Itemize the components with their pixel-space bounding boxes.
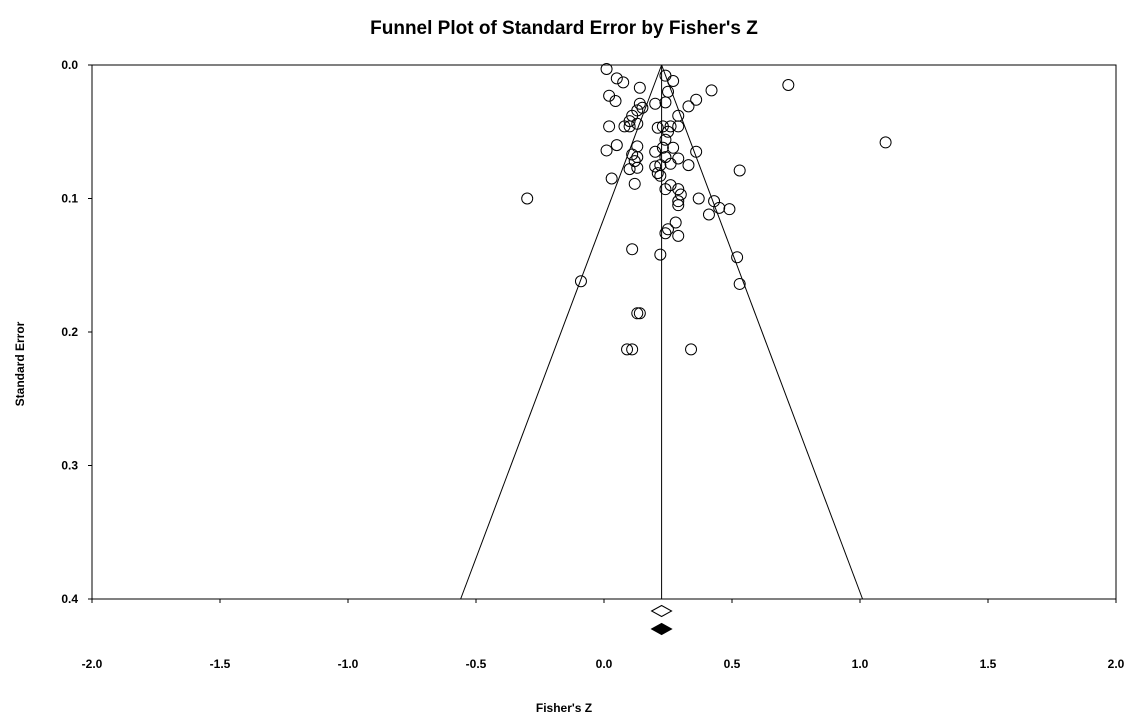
study-point [649,145,662,158]
study-point [623,163,636,176]
study-point [667,141,680,154]
study-point [662,125,674,138]
x-tick-label: 1.5 [980,657,997,671]
study-point [672,152,685,165]
study-point [667,75,680,88]
summary-diamond-filled [650,622,673,636]
study-point [633,307,646,320]
chart-title: Funnel Plot of Standard Error by Fisher'… [370,18,758,39]
study-point [631,140,644,153]
study-point [610,72,623,85]
study-point [651,121,664,134]
study-point [879,136,892,149]
y-tick-label: 0.2 [61,325,78,339]
study-point [631,307,644,320]
summary-diamond-open [650,604,673,618]
study-point [656,141,669,154]
study-point [705,84,718,97]
study-point [659,133,672,146]
x-axis-ticks: -2.0 -1.5 -1.0 -0.5 0.0 0.5 1.0 1.5 2.0 [82,599,1125,671]
study-point [672,195,685,208]
study-point [651,167,664,180]
x-axis-label: Fisher's Z [535,701,593,715]
study-points [521,63,892,356]
study-point [649,97,662,110]
funnel-lines [460,64,864,600]
study-point [649,160,662,173]
study-point [664,120,677,133]
study-point [723,203,736,216]
study-point [659,96,672,109]
study-point [731,251,744,264]
y-axis-ticks: 0.0 0.1 0.2 0.3 0.4 [61,58,92,606]
study-point [685,343,698,356]
study-point [628,177,641,190]
study-point [682,100,695,113]
study-point [659,183,672,196]
funnel-left-limit-line [460,64,663,600]
study-point [521,192,534,205]
x-tick-label: -1.5 [210,657,231,671]
study-point [621,343,634,356]
y-tick-label: 0.0 [61,58,78,72]
x-tick-label: 2.0 [1108,657,1125,671]
study-point [733,164,746,177]
funnel-right-limit-line [661,64,864,600]
study-point [672,199,685,212]
study-point [600,63,613,76]
study-point [610,139,623,152]
x-tick-label: 0.5 [724,657,741,671]
study-point [692,192,705,205]
study-point [664,157,677,170]
study-point [654,248,667,261]
study-point [633,97,646,110]
study-point [682,159,695,172]
study-point [574,275,587,288]
summary-diamonds [650,604,673,636]
study-point [672,229,685,242]
y-tick-label: 0.4 [61,592,78,606]
study-point [672,109,685,122]
study-point [623,120,636,133]
x-tick-label: 1.0 [852,657,869,671]
study-point [631,117,644,130]
study-point [633,81,646,94]
y-tick-label: 0.1 [61,192,78,206]
study-point [690,93,703,106]
x-tick-label: -0.5 [466,657,487,671]
study-point [713,201,726,214]
study-point [618,120,631,133]
study-point [609,95,622,108]
study-point [672,183,685,196]
study-point [782,79,795,92]
study-point [702,208,715,221]
study-point [662,223,674,236]
study-point [631,161,644,174]
study-point [669,216,682,229]
study-point [672,120,685,133]
x-tick-label: -1.0 [338,657,359,671]
study-point [617,76,630,89]
study-point [626,243,639,256]
study-point [626,343,639,356]
study-point [659,227,672,240]
study-point [733,277,746,290]
study-point [690,145,703,158]
x-tick-label: 0.0 [596,657,613,671]
study-point [600,144,613,157]
study-point [603,120,616,133]
study-point [628,155,641,168]
study-point [605,172,618,185]
x-tick-label: -2.0 [82,657,103,671]
study-point [654,169,667,182]
y-tick-label: 0.3 [61,459,78,473]
